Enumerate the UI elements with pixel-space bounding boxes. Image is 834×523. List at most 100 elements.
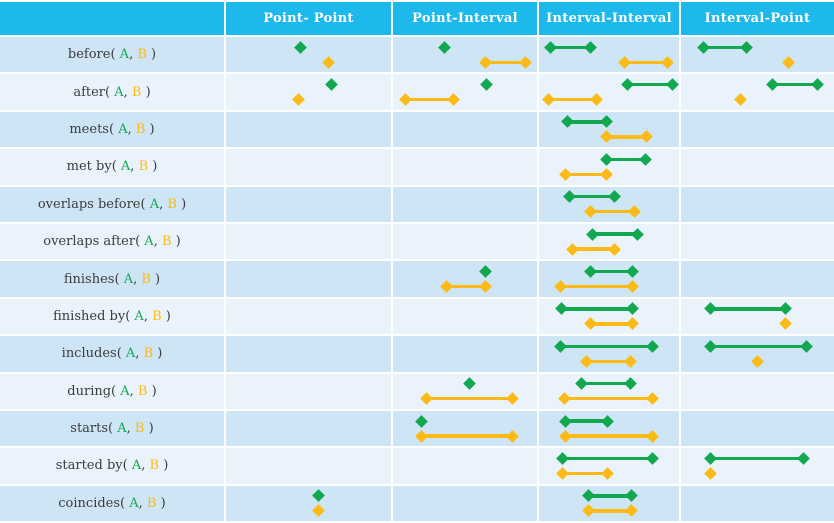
paren-close: ) bbox=[156, 495, 166, 511]
interval-a bbox=[588, 494, 632, 498]
series-b-label: B bbox=[143, 346, 154, 362]
diamond-marker-a bbox=[740, 40, 754, 54]
interval-b bbox=[586, 359, 630, 364]
relation-label: finished by( A, B ) bbox=[0, 298, 224, 335]
cell-point-point bbox=[226, 448, 391, 484]
relation-label: starts( A, B ) bbox=[0, 410, 224, 447]
interval-a bbox=[606, 157, 646, 162]
cell-point-interval bbox=[393, 336, 537, 372]
cell-point-interval bbox=[393, 223, 537, 260]
diamond-marker-a bbox=[584, 40, 598, 54]
interval-b bbox=[624, 60, 668, 64]
paren-close: ) bbox=[153, 346, 163, 362]
table-row: during( A, B ) bbox=[0, 373, 834, 409]
interval-b bbox=[564, 397, 653, 401]
diamond-marker-b bbox=[566, 242, 579, 256]
diamond-marker-a bbox=[556, 452, 570, 465]
interval-b bbox=[485, 60, 526, 64]
relation-label: started by( A, B ) bbox=[0, 448, 224, 484]
diamond-marker-b bbox=[608, 242, 621, 256]
interval-a bbox=[569, 195, 615, 199]
paren-open: ( bbox=[125, 308, 135, 324]
diamond-marker-b bbox=[580, 354, 593, 368]
relation-name: includes bbox=[61, 346, 117, 362]
table-row: starts( A, B ) bbox=[0, 410, 834, 447]
header-point-interval: Point-Interval bbox=[393, 2, 537, 35]
relation-name: finishes bbox=[63, 271, 115, 287]
series-a-label: A bbox=[144, 234, 154, 250]
diamond-marker-a bbox=[601, 414, 614, 428]
cell-point-point bbox=[226, 373, 391, 409]
paren-open: ( bbox=[108, 421, 118, 437]
cell-point-point bbox=[226, 37, 391, 73]
diamond-marker-a bbox=[599, 152, 613, 166]
cell-point-interval bbox=[393, 373, 537, 409]
diamond-marker-a bbox=[703, 452, 717, 465]
relation-label: finishes( A, B ) bbox=[0, 261, 224, 297]
paren-open: ( bbox=[135, 234, 145, 250]
series-b-label: B bbox=[161, 234, 172, 250]
series-b-label: B bbox=[138, 159, 149, 175]
cell-point-interval bbox=[393, 485, 537, 522]
series-b-label: B bbox=[152, 308, 162, 324]
relation-name: finished by bbox=[53, 308, 126, 324]
separator: , bbox=[153, 234, 162, 250]
series-b-label: B bbox=[167, 196, 177, 212]
series-a-label: A bbox=[129, 495, 139, 511]
interval-a bbox=[592, 232, 637, 236]
interval-b bbox=[446, 284, 486, 289]
cell-interval-point bbox=[681, 298, 834, 335]
paren-close: ) bbox=[148, 159, 158, 175]
interval-b bbox=[548, 97, 597, 102]
paren-close: ) bbox=[147, 383, 157, 399]
cell-point-point bbox=[226, 485, 391, 522]
diamond-marker-a bbox=[620, 78, 634, 91]
cell-interval-interval bbox=[539, 149, 679, 185]
interval-a bbox=[581, 382, 630, 386]
separator: , bbox=[130, 159, 139, 175]
diamond-marker-b bbox=[415, 429, 429, 443]
interval-a bbox=[565, 419, 608, 423]
series-a-label: A bbox=[118, 121, 128, 137]
separator: , bbox=[129, 47, 138, 63]
paren-close: ) bbox=[146, 47, 157, 63]
diamond-marker-b bbox=[625, 504, 638, 518]
cell-point-point bbox=[226, 298, 391, 335]
cell-interval-point bbox=[681, 261, 834, 297]
interval-b bbox=[588, 509, 632, 513]
diamond-marker-a bbox=[665, 78, 679, 91]
table-row: includes( A, B ) bbox=[0, 336, 834, 372]
table-row: started by( A, B ) bbox=[0, 448, 834, 484]
diamond-marker-b bbox=[781, 55, 795, 69]
diamond-marker-b bbox=[618, 55, 631, 69]
header-interval-point: Interval-Point bbox=[681, 2, 834, 35]
table-row: finished by( A, B ) bbox=[0, 298, 834, 335]
diamond-marker-b bbox=[321, 55, 335, 69]
diamond-marker-b bbox=[646, 392, 659, 406]
interval-b bbox=[606, 135, 647, 139]
cell-interval-point bbox=[681, 37, 834, 73]
cell-interval-interval bbox=[539, 74, 679, 110]
cell-interval-interval bbox=[539, 485, 679, 522]
table-row: coincides( A, B ) bbox=[0, 485, 834, 522]
diamond-marker-a bbox=[800, 339, 813, 353]
relation-name: after bbox=[73, 84, 106, 100]
diamond-marker-b bbox=[626, 280, 640, 293]
cell-point-interval bbox=[393, 111, 537, 148]
paren-close: ) bbox=[161, 308, 171, 324]
separator: , bbox=[141, 458, 150, 474]
diamond-marker-a bbox=[480, 78, 493, 91]
diamond-marker-b bbox=[627, 205, 641, 219]
series-a-label: A bbox=[120, 383, 130, 399]
diamond-marker-a bbox=[462, 377, 476, 391]
separator: , bbox=[138, 495, 147, 511]
table-body: before( A, B ) after( A, B ) meets( A, B… bbox=[0, 37, 834, 522]
diamond-marker-a bbox=[625, 489, 638, 503]
interval-a bbox=[627, 82, 672, 87]
interval-a bbox=[772, 82, 818, 87]
diamond-marker-b bbox=[599, 130, 613, 144]
diamond-marker-a bbox=[626, 302, 640, 316]
cell-interval-point bbox=[681, 410, 834, 447]
table-row: overlaps before( A, B ) bbox=[0, 186, 834, 222]
diamond-marker-a bbox=[778, 302, 792, 316]
